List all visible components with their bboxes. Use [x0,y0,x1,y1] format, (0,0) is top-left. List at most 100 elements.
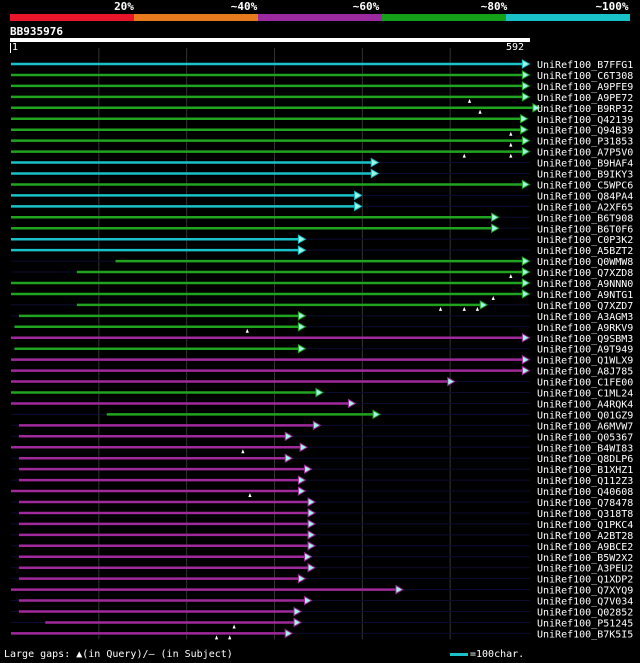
hit-arrow [479,300,489,310]
hit-label: UniRef100_P31853 [537,137,633,148]
hit-arrow [520,124,529,135]
query-bar [10,38,530,42]
hit-arrow [521,289,531,299]
hit-label: UniRef100_A9T949 [537,345,633,356]
hit-arrow [307,497,317,507]
gap-marker [241,449,245,454]
hit-arrow [372,409,382,420]
hit-label: UniRef100_P51245 [537,618,633,629]
hit-arrow [354,190,363,201]
gap-marker [232,624,236,629]
hit-label: UniRef100_Q78478 [537,498,633,509]
hit-label: UniRef100_B9RP32 [537,104,633,115]
hit-label: UniRef100_A6MVW7 [537,421,633,432]
hit-arrow [293,606,302,617]
hit-arrow [307,529,317,540]
axis-end-label: 592 [506,42,525,53]
identity-scale-labels: 20% ~40% ~60% ~80% ~100% [10,0,630,12]
hit-arrow [521,81,531,91]
hit-arrow [521,354,531,365]
hit-label: UniRef100_A9PFE9 [537,82,633,93]
footer-gaps-note: Large gaps: ▲(in Query)/— (in Subject) [4,649,233,660]
hit-arrow [307,508,317,518]
legend-label-20: 20% [114,0,134,13]
hit-label: UniRef100_Q84PA4 [537,191,633,202]
hit-label: UniRef100_A5BZT2 [537,246,633,257]
hit-arrow [307,562,317,573]
gap-marker [478,109,482,114]
legend-label-100: ~100% [595,0,629,13]
hit-label: UniRef100_B9HAF4 [537,159,633,170]
hit-arrow [521,146,531,157]
hit-arrow [491,223,500,234]
hit-arrow [521,332,531,343]
gap-marker [509,274,513,279]
hit-label: UniRef100_Q1PKC4 [537,520,633,531]
scale-segment-60 [258,14,382,21]
hit-arrow [521,278,531,288]
hit-arrow [370,157,380,168]
hit-label: UniRef100_C1ML24 [537,389,633,400]
hit-label: UniRef100_Q7XZD8 [537,268,633,279]
hit-arrow [297,245,307,256]
hit-label: UniRef100_Q05367 [537,432,633,443]
gap-marker [438,306,443,311]
hit-label: UniRef100_A9BCE2 [537,542,633,553]
axis-start-label: 1 [10,42,19,53]
gap-marker [214,635,219,640]
hit-label: UniRef100_C1FE00 [537,378,633,389]
hit-label: UniRef100_Q01GZ9 [537,410,633,421]
hit-arrow [315,387,324,398]
footer-scale-note: =100char. [450,649,524,660]
hit-arrow [370,168,380,179]
hit-label: UniRef100_Q318T8 [537,509,633,520]
gap-marker [475,306,480,311]
hit-arrow [521,91,531,102]
hit-label: UniRef100_A2BT28 [537,531,633,542]
hit-label: UniRef100_Q9SBM3 [537,334,633,345]
hit-arrow [284,431,294,442]
hit-arrow [297,310,307,321]
hit-arrow [284,628,294,639]
hit-arrow [521,365,531,376]
hit-arrow [297,573,307,584]
gap-marker [509,142,513,147]
hit-label: UniRef100_A4RQK4 [537,399,633,410]
hit-label: UniRef100_Q7XZD7 [537,301,633,312]
hit-label: UniRef100_A3AGM3 [537,312,633,323]
hit-label: UniRef100_Q1XDP2 [537,575,633,586]
query-name: BB935976 [10,25,63,38]
hit-label: UniRef100_Q112Z3 [537,476,633,487]
scale-segment-80 [382,14,506,21]
gap-marker [491,295,495,300]
hit-arrow [447,376,456,387]
hit-arrow [521,135,531,146]
gap-marker [462,306,466,311]
hit-label: UniRef100_A2XF65 [537,202,633,213]
hit-arrow [297,343,307,354]
hit-arrow [307,540,317,551]
gap-marker [462,153,466,158]
hit-arrow [299,442,309,453]
gap-marker [228,635,232,640]
hit-label: UniRef100_Q7XYQ9 [537,586,633,597]
hit-arrow [307,519,317,529]
hit-arrow [304,595,313,606]
hit-arrow [284,453,294,464]
hit-arrow [521,59,531,69]
hit-label: UniRef100_A7P5V0 [537,148,633,159]
hit-label: UniRef100_A9NTG1 [537,290,633,301]
hit-arrow [520,113,529,124]
hit-arrow [395,584,404,595]
hit-label: UniRef100_Q02852 [537,608,633,619]
hit-arrow [347,398,357,409]
hit-arrow [354,201,363,212]
hit-label: UniRef100_Q1WLX9 [537,356,633,367]
hit-label: UniRef100_A9RKV9 [537,323,633,334]
hit-arrow [491,212,500,223]
hit-label: UniRef100_B9IKY3 [537,170,633,181]
gap-marker [467,98,472,103]
hit-arrow [521,267,531,277]
hit-arrow [304,464,313,475]
